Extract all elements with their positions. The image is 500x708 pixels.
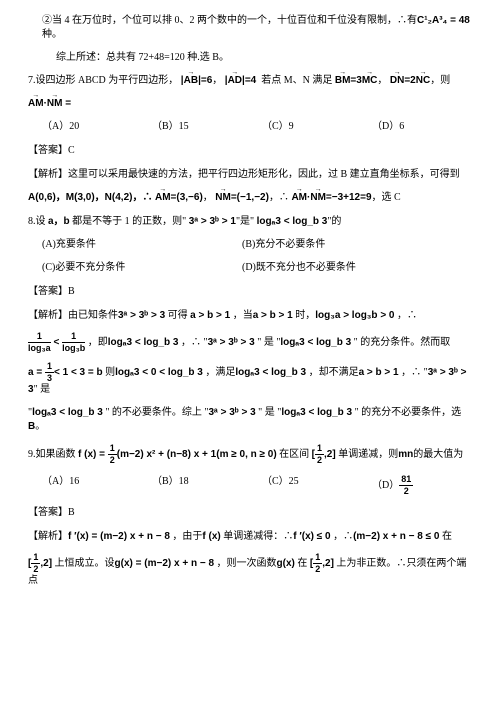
text-segment: ②当 4 在万位时，个位可以排 0、2 两个数中的一个，十位百位和千位没有限制，… [28,14,472,42]
answer-label: 【答案】B [28,506,472,520]
question-9-options: （A）16 （B）18 （C）25 （D）812 [28,475,472,496]
question-9-stem: 9.如果函数 f (x) = 12(m−2) x² + (n−8) x + 1(… [28,444,472,465]
explanation-text: "logₐ3 < log_b 3 " 的不必要条件。综上 "3ᵃ > 3ᵇ > … [28,406,472,434]
explanation-text: 【解析】这里可以采用最快速的方法，把平行四边形矩形化，因此，过 B 建立直角坐标… [28,168,472,182]
explanation-text: 1log₃a < 1log₃b ，即logₐ3 < log_b 3 ，∴ "3ᵃ… [28,332,472,353]
explanation-text: 【解析】由已知条件3ᵃ > 3ᵇ > 3 可得 a > b > 1 ，当a > … [28,309,472,323]
explanation-text: [12,2] 上恒成立。设g(x) = (m−2) x + n − 8 ，则一次… [28,553,472,588]
question-7-expr: AM·NM = [28,97,472,111]
question-8-options-cd: (C)必要不充分条件 (D)既不充分也不必要条件 [28,261,472,275]
explanation-text: a = 13< 1 < 3 = b 则logₐ3 < 0 < log_b 3 ，… [28,362,472,397]
answer-label: 【答案】B [28,285,472,299]
explanation-text: A(0,6)，M(3,0)，N(4,2)，∴ AM=(3,−6)， NM=(−1… [28,191,472,205]
question-7-stem: 7.设四边形 ABCD 为平行四边形， |AB|=6， |AD|=4 若点 M、… [28,74,472,88]
question-8-options-ab: (A)充要条件 (B)充分不必要条件 [28,238,472,252]
text-conclusion: 综上所述：总共有 72+48=120 种.选 B。 [28,51,472,65]
question-8-stem: 8.设 a，b 都是不等于 1 的正数，则" 3ᵃ > 3ᵇ > 1"是" lo… [28,215,472,229]
explanation-text: 【解析】f ′(x) = (m−2) x + n − 8 ，由于f (x) 单调… [28,530,472,544]
question-7-options: （A）20 （B）15 （C）9 （D）6 [28,120,472,134]
answer-label: 【答案】C [28,144,472,158]
